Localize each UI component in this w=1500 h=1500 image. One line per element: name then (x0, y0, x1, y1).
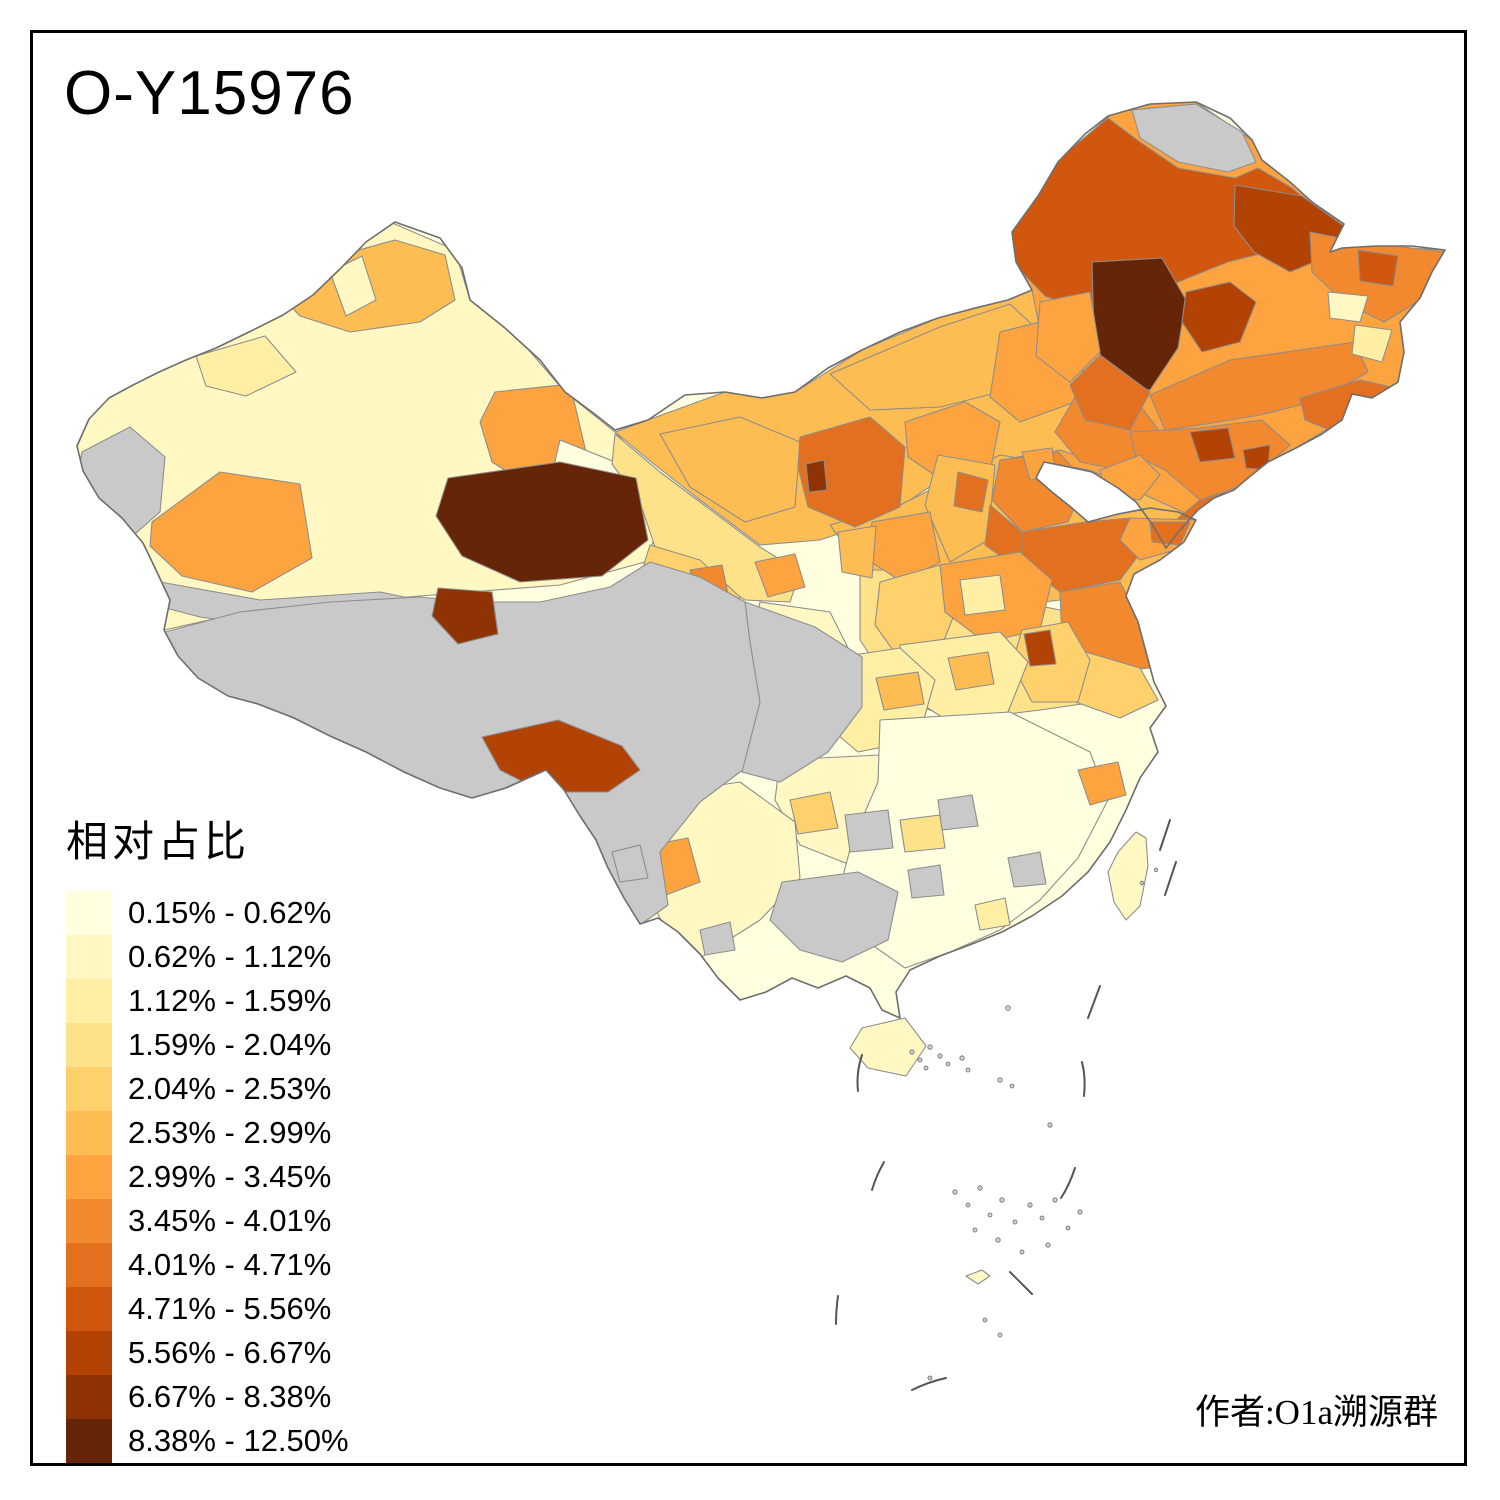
map-region-benxi (1242, 444, 1271, 471)
legend-label: 2.99% - 3.45% (128, 1159, 332, 1194)
legend-swatch (66, 979, 112, 1023)
map-region-guangxi-nodata (769, 871, 899, 963)
map-region-guizhou-nodata (844, 809, 894, 853)
legend-label: 1.12% - 1.59% (128, 983, 332, 1018)
nine-dash-line (835, 819, 1177, 1391)
map-region-guilin-nodata (907, 864, 945, 899)
legend-item: 2.53% - 2.99% (66, 1111, 349, 1155)
map-region-taiwan (1107, 831, 1149, 921)
legend-label: 8.38% - 12.50% (128, 1423, 349, 1458)
legend-item: 5.56% - 6.67% (66, 1331, 349, 1375)
legend-swatch (66, 891, 112, 935)
map-region-songyuan (1069, 354, 1151, 431)
legend-swatch (66, 1287, 112, 1331)
legend-item: 8.38% - 12.50% (66, 1419, 349, 1463)
legend-item: 4.01% - 4.71% (66, 1243, 349, 1287)
legend-label: 5.56% - 6.67% (128, 1335, 332, 1370)
legend-item: 1.59% - 2.04% (66, 1023, 349, 1067)
legend-swatch (66, 1067, 112, 1111)
map-region-lanzhou (754, 553, 806, 598)
attribution-text: 作者:O1a溯源群 (1194, 1393, 1438, 1432)
map-region-alxa (659, 416, 801, 523)
legend-label: 2.04% - 2.53% (128, 1071, 332, 1106)
map-region-hegang (1357, 249, 1399, 287)
legend-label: 2.53% - 2.99% (128, 1115, 332, 1150)
legend-label: 1.59% - 2.04% (128, 1027, 332, 1062)
legend-swatch (66, 1111, 112, 1155)
map-region-wenzhou-ningde (1077, 761, 1127, 806)
map-region-yunnan-nodata-2 (699, 921, 736, 956)
legend-swatch (66, 1199, 112, 1243)
legend-label: 4.71% - 5.56% (128, 1291, 332, 1326)
map-region-hainan (849, 1017, 927, 1077)
map-region-yanbian-pale (1327, 291, 1369, 323)
map-region-shenyang (1189, 427, 1236, 463)
legend-rows: 0.15% - 0.62% 0.62% - 1.12% 1.12% - 1.59… (66, 891, 349, 1463)
legend-label: 3.45% - 4.01% (128, 1203, 332, 1238)
map-region-henan-pale (959, 574, 1006, 616)
legend-swatch (66, 935, 112, 979)
map-region-daxinganling-nodata (1131, 103, 1257, 173)
legend-swatch (66, 1023, 112, 1067)
legend-item: 3.45% - 4.01% (66, 1199, 349, 1243)
map-region-hunan-south (899, 814, 946, 853)
legend-item: 2.04% - 2.53% (66, 1067, 349, 1111)
legend-label: 0.15% - 0.62% (128, 895, 332, 930)
map-region-chengdu (875, 671, 925, 711)
map-region-south-base (835, 711, 1109, 969)
legend-item: 0.62% - 1.12% (66, 935, 349, 979)
map-region-bayannur-ordos (797, 416, 906, 528)
legend-swatch (66, 1243, 112, 1287)
map-region-itu-aba-island (965, 1269, 991, 1285)
map-region-mudanjiang (1351, 324, 1393, 363)
map-region-altay-city (329, 255, 377, 317)
page-title: O-Y15976 (64, 59, 355, 128)
map-region-haixi (435, 461, 649, 583)
map-region-wuhai (805, 459, 828, 493)
map-region-qiqihar (1035, 291, 1101, 383)
map-region-pearl-delta (974, 897, 1011, 931)
legend-item: 1.12% - 1.59% (66, 979, 349, 1023)
map-region-west-sichuan-nodata (741, 601, 863, 783)
map-region-hotan (149, 471, 313, 593)
map-region-suizhou (947, 651, 995, 691)
map-region-yili (195, 335, 297, 397)
map-region-qamdo (481, 719, 641, 793)
map-region-ningxia (837, 525, 877, 579)
legend-label: 4.01% - 4.71% (128, 1247, 332, 1282)
map-region-datong (953, 471, 989, 513)
legend-item: 2.99% - 3.45% (66, 1155, 349, 1199)
map-legend: 相对占比 0.15% - 0.62% 0.62% - 1.12% 1.12% -… (66, 808, 349, 1463)
south-china-sea-islets (909, 867, 1159, 1381)
legend-swatch (66, 1331, 112, 1375)
map-region-ganzhou-nodata (1007, 851, 1047, 888)
legend-item: 0.15% - 0.62% (66, 891, 349, 935)
legend-swatch (66, 1375, 112, 1419)
map-region-nagqu-east (431, 587, 499, 645)
legend-item: 6.67% - 8.38% (66, 1375, 349, 1419)
map-region-yunnan-nodata-1 (611, 844, 649, 883)
legend-label: 6.67% - 8.38% (128, 1379, 332, 1414)
legend-swatch (66, 1155, 112, 1199)
map-region-huainan (1023, 629, 1057, 667)
legend-label: 0.62% - 1.12% (128, 939, 332, 974)
map-region-harbin (1181, 281, 1257, 353)
map-region-guizhou-patch (789, 791, 839, 835)
china-border-outline (76, 101, 1446, 1019)
legend-item: 4.71% - 5.56% (66, 1287, 349, 1331)
legend-title: 相对占比 (66, 820, 251, 866)
legend-swatch (66, 1419, 112, 1463)
map-region-hunan-nodata (937, 794, 979, 831)
